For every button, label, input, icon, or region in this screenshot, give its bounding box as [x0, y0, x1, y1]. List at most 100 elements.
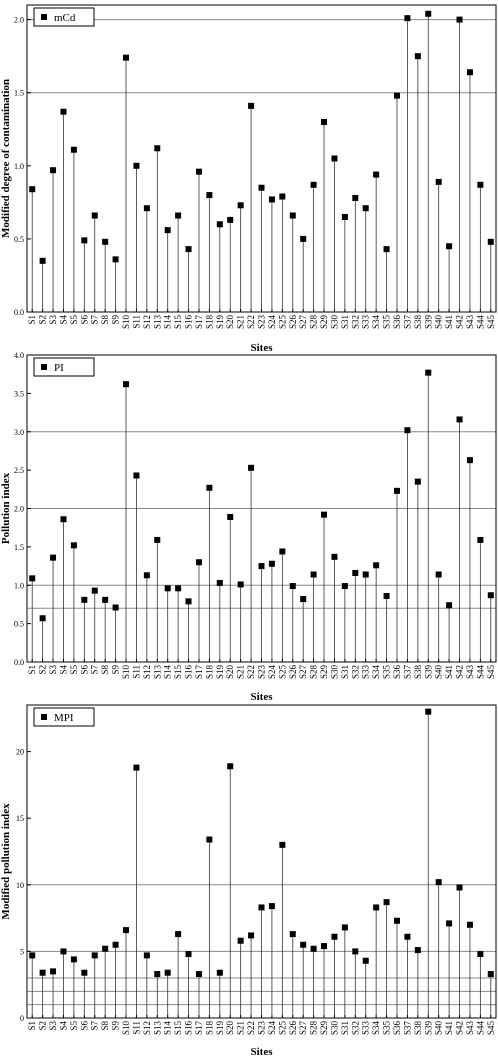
- x-tick-label: S7: [90, 1021, 100, 1031]
- data-point: [289, 212, 296, 219]
- y-tick-label: 2.0: [14, 505, 24, 514]
- x-tick-label: S22: [246, 315, 256, 329]
- legend-box: [33, 707, 95, 727]
- x-tick-label: S7: [90, 315, 100, 325]
- data-point: [373, 562, 380, 569]
- data-point: [425, 10, 432, 17]
- x-tick-label: S30: [329, 315, 339, 330]
- x-tick-label: S21: [236, 665, 246, 679]
- x-tick-label: S11: [131, 1021, 141, 1035]
- data-point: [195, 559, 202, 566]
- x-tick-label: S13: [152, 665, 162, 680]
- data-point: [310, 181, 317, 188]
- x-tick-label: S14: [163, 315, 173, 330]
- x-tick-label: S20: [225, 1021, 235, 1036]
- x-tick-label: S23: [257, 1021, 267, 1036]
- y-tick-label: 10: [16, 881, 24, 890]
- y-tick-label: 0.0: [14, 308, 24, 317]
- y-tick-label: 20: [16, 748, 24, 757]
- x-tick-label: S18: [204, 1021, 214, 1036]
- x-tick-label: S9: [111, 315, 121, 325]
- data-point: [81, 969, 88, 976]
- data-point: [341, 924, 348, 931]
- x-tick-label: S19: [215, 665, 225, 680]
- data-point: [477, 536, 484, 543]
- data-point: [102, 945, 109, 952]
- data-point: [29, 952, 36, 959]
- x-tick-label: S24: [267, 1021, 277, 1036]
- data-point: [237, 937, 244, 944]
- legend-box: [33, 7, 95, 27]
- x-tick-label: S21: [236, 1021, 246, 1035]
- x-tick-label: S26: [288, 315, 298, 330]
- x-tick-label: S34: [371, 1021, 381, 1036]
- x-tick-label: S43: [465, 1021, 475, 1036]
- data-point: [258, 184, 265, 191]
- x-tick-label: S43: [465, 315, 475, 330]
- data-point: [341, 213, 348, 220]
- data-point: [466, 921, 473, 928]
- x-tick-label: S28: [309, 665, 319, 680]
- x-tick-label: S40: [434, 1021, 444, 1036]
- data-point: [258, 563, 265, 570]
- data-point: [279, 548, 286, 555]
- data-point: [404, 933, 411, 940]
- x-tick-label: S29: [319, 1021, 329, 1036]
- x-tick-label: S37: [402, 315, 412, 330]
- data-point: [248, 932, 255, 939]
- x-tick-label: S8: [100, 1021, 110, 1031]
- data-point: [446, 602, 453, 609]
- x-tick-label: S19: [215, 315, 225, 330]
- data-point: [123, 54, 130, 61]
- data-point: [185, 246, 192, 253]
- data-point: [362, 205, 369, 212]
- data-point: [50, 554, 57, 561]
- x-tick-label: S4: [58, 1021, 68, 1031]
- data-point: [435, 178, 442, 185]
- x-tick-label: S33: [361, 665, 371, 680]
- x-tick-label: S16: [184, 665, 194, 680]
- data-point: [112, 604, 119, 611]
- data-point: [50, 968, 57, 975]
- data-point: [435, 571, 442, 578]
- data-point: [321, 511, 328, 518]
- x-tick-label: S23: [257, 315, 267, 330]
- y-tick-label: 4.0: [14, 351, 24, 360]
- x-tick-label: S10: [121, 665, 131, 680]
- data-point: [425, 708, 432, 715]
- data-point: [487, 971, 494, 978]
- x-tick-label: S20: [225, 665, 235, 680]
- data-point: [195, 971, 202, 978]
- y-tick-label: 1.5: [14, 543, 24, 552]
- data-point: [352, 569, 359, 576]
- data-point: [352, 948, 359, 955]
- x-tick-label: S25: [277, 1021, 287, 1036]
- data-point: [133, 472, 140, 479]
- data-point: [185, 598, 192, 605]
- x-tick-label: S13: [152, 315, 162, 330]
- x-tick-label: S38: [413, 315, 423, 330]
- x-tick-label: S39: [423, 1021, 433, 1036]
- data-point: [248, 464, 255, 471]
- x-tick-label: S31: [340, 665, 350, 679]
- y-tick-label: 1.0: [14, 162, 24, 171]
- legend-label: MPI: [54, 712, 74, 724]
- data-point: [425, 369, 432, 376]
- x-tick-label: S44: [475, 1021, 485, 1036]
- x-tick-label: S19: [215, 1021, 225, 1036]
- data-point: [373, 171, 380, 178]
- x-tick-label: S2: [38, 1021, 48, 1031]
- x-tick-label: S39: [423, 315, 433, 330]
- data-point: [102, 596, 109, 603]
- x-tick-label: S18: [204, 665, 214, 680]
- data-point: [456, 884, 463, 891]
- y-axis-title: Modified pollution index: [0, 803, 12, 920]
- x-tick-label: S28: [309, 315, 319, 330]
- data-point: [206, 484, 213, 491]
- data-point: [175, 212, 182, 219]
- data-point: [216, 221, 223, 228]
- data-point: [227, 513, 234, 520]
- data-point: [164, 969, 171, 976]
- data-point: [300, 235, 307, 242]
